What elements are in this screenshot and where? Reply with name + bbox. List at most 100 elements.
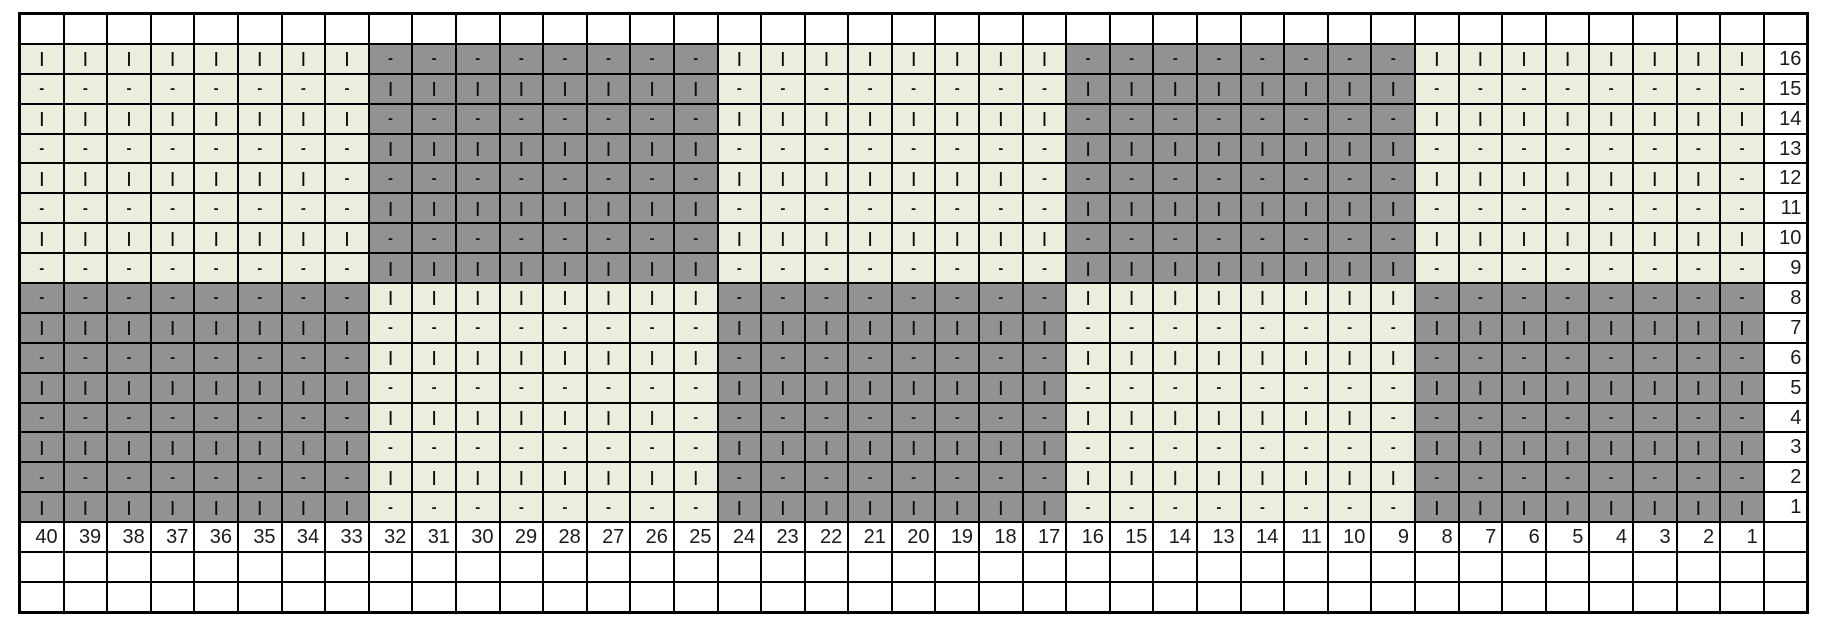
- stitch-cell: |: [1503, 104, 1545, 133]
- stitch-cell: -: [1546, 403, 1589, 432]
- stitch-cell: |: [1067, 343, 1109, 372]
- stitch-cell: |: [1546, 373, 1589, 402]
- empty-cell: [1677, 15, 1720, 43]
- stitch-cell: |: [64, 373, 107, 402]
- column-number-cell: 40: [21, 523, 63, 552]
- stitch-cell: -: [718, 194, 761, 223]
- stitch-cell: -: [1154, 433, 1197, 462]
- stitch-cell: -: [1633, 284, 1676, 312]
- stitch-cell: -: [718, 284, 761, 312]
- stitch-cell: |: [195, 224, 237, 253]
- stitch-cell: |: [1721, 373, 1763, 402]
- stitch-cell: |: [674, 343, 717, 372]
- stitch-cell: |: [718, 373, 761, 402]
- stitch-cell: -: [1372, 373, 1414, 402]
- empty-cell: [1372, 553, 1414, 581]
- stitch-cell: -: [1110, 164, 1153, 193]
- empty-cell: [1067, 553, 1109, 581]
- stitch-cell: |: [1198, 74, 1240, 103]
- empty-cell: [1372, 582, 1414, 611]
- stitch-cell: |: [500, 134, 543, 163]
- column-number-cell: 5: [1546, 523, 1589, 552]
- stitch-cell: |: [413, 284, 455, 312]
- stitch-cell: |: [805, 104, 848, 133]
- stitch-cell: -: [1154, 224, 1197, 253]
- stitch-cell: -: [1067, 433, 1109, 462]
- stitch-cell: -: [195, 74, 237, 103]
- column-number-cell: 17: [1023, 523, 1066, 552]
- empty-cell: [1285, 15, 1327, 43]
- stitch-cell: |: [64, 164, 107, 193]
- stitch-cell: |: [587, 254, 630, 283]
- stitch-cell: |: [1154, 403, 1197, 432]
- stitch-cell: -: [1110, 433, 1153, 462]
- stitch-cell: -: [674, 164, 717, 193]
- stitch-cell: |: [64, 44, 107, 73]
- stitch-cell: |: [282, 44, 325, 73]
- stitch-cell: |: [326, 493, 368, 522]
- empty-cell: [1416, 15, 1458, 43]
- empty-cell: [1590, 582, 1632, 611]
- stitch-cell: |: [1590, 104, 1632, 133]
- stitch-cell: -: [892, 74, 935, 103]
- stitch-cell: |: [369, 284, 412, 312]
- stitch-cell: |: [1067, 463, 1109, 492]
- stitch-cell: |: [631, 343, 673, 372]
- stitch-cell: |: [456, 74, 499, 103]
- stitch-cell: |: [718, 104, 761, 133]
- stitch-cell: -: [64, 254, 107, 283]
- stitch-cell: |: [718, 164, 761, 193]
- stitch-cell: |: [1503, 493, 1545, 522]
- stitch-cell: |: [238, 373, 281, 402]
- column-number-cell: 28: [544, 523, 586, 552]
- stitch-cell: -: [369, 44, 412, 73]
- stitch-cell: -: [369, 224, 412, 253]
- column-number-cell: 4: [1590, 523, 1632, 552]
- empty-cell: [1154, 553, 1197, 581]
- stitch-cell: |: [108, 373, 150, 402]
- stitch-cell: -: [21, 194, 63, 223]
- stitch-cell: |: [1154, 284, 1197, 312]
- stitch-cell: |: [1154, 194, 1197, 223]
- stitch-cell: -: [108, 254, 150, 283]
- stitch-cell: -: [1110, 493, 1153, 522]
- stitch-cell: -: [762, 403, 804, 432]
- stitch-cell: |: [631, 254, 673, 283]
- stitch-cell: |: [1067, 284, 1109, 312]
- stitch-cell: -: [587, 433, 630, 462]
- stitch-cell: |: [413, 343, 455, 372]
- stitch-cell: -: [805, 403, 848, 432]
- stitch-cell: -: [849, 284, 891, 312]
- stitch-cell: |: [456, 284, 499, 312]
- stitch-cell: |: [1285, 134, 1327, 163]
- stitch-cell: -: [413, 164, 455, 193]
- column-number-cell: 37: [151, 523, 194, 552]
- stitch-cell: -: [369, 433, 412, 462]
- stitch-cell: |: [326, 224, 368, 253]
- stitch-cell: |: [282, 493, 325, 522]
- empty-cell: [151, 553, 194, 581]
- stitch-cell: |: [1677, 493, 1720, 522]
- stitch-cell: |: [1285, 254, 1327, 283]
- stitch-cell: -: [1023, 134, 1066, 163]
- column-number-cell: 13: [1198, 523, 1240, 552]
- stitch-cell: -: [1154, 104, 1197, 133]
- stitch-cell: |: [1546, 164, 1589, 193]
- empty-cell: [1503, 15, 1545, 43]
- stitch-cell: -: [1503, 134, 1545, 163]
- empty-cell: [587, 15, 630, 43]
- stitch-cell: -: [1459, 403, 1502, 432]
- stitch-cell: -: [1023, 194, 1066, 223]
- stitch-cell: -: [805, 254, 848, 283]
- empty-cell: [1416, 582, 1458, 611]
- stitch-cell: -: [1503, 74, 1545, 103]
- stitch-cell: -: [587, 493, 630, 522]
- row-number-cell: 16: [1764, 44, 1807, 73]
- stitch-cell: -: [238, 194, 281, 223]
- stitch-cell: -: [1285, 44, 1327, 73]
- stitch-cell: |: [1110, 284, 1153, 312]
- column-number-cell: 19: [936, 523, 979, 552]
- empty-cell: [980, 15, 1022, 43]
- stitch-cell: -: [1372, 403, 1414, 432]
- stitch-cell: |: [718, 313, 761, 342]
